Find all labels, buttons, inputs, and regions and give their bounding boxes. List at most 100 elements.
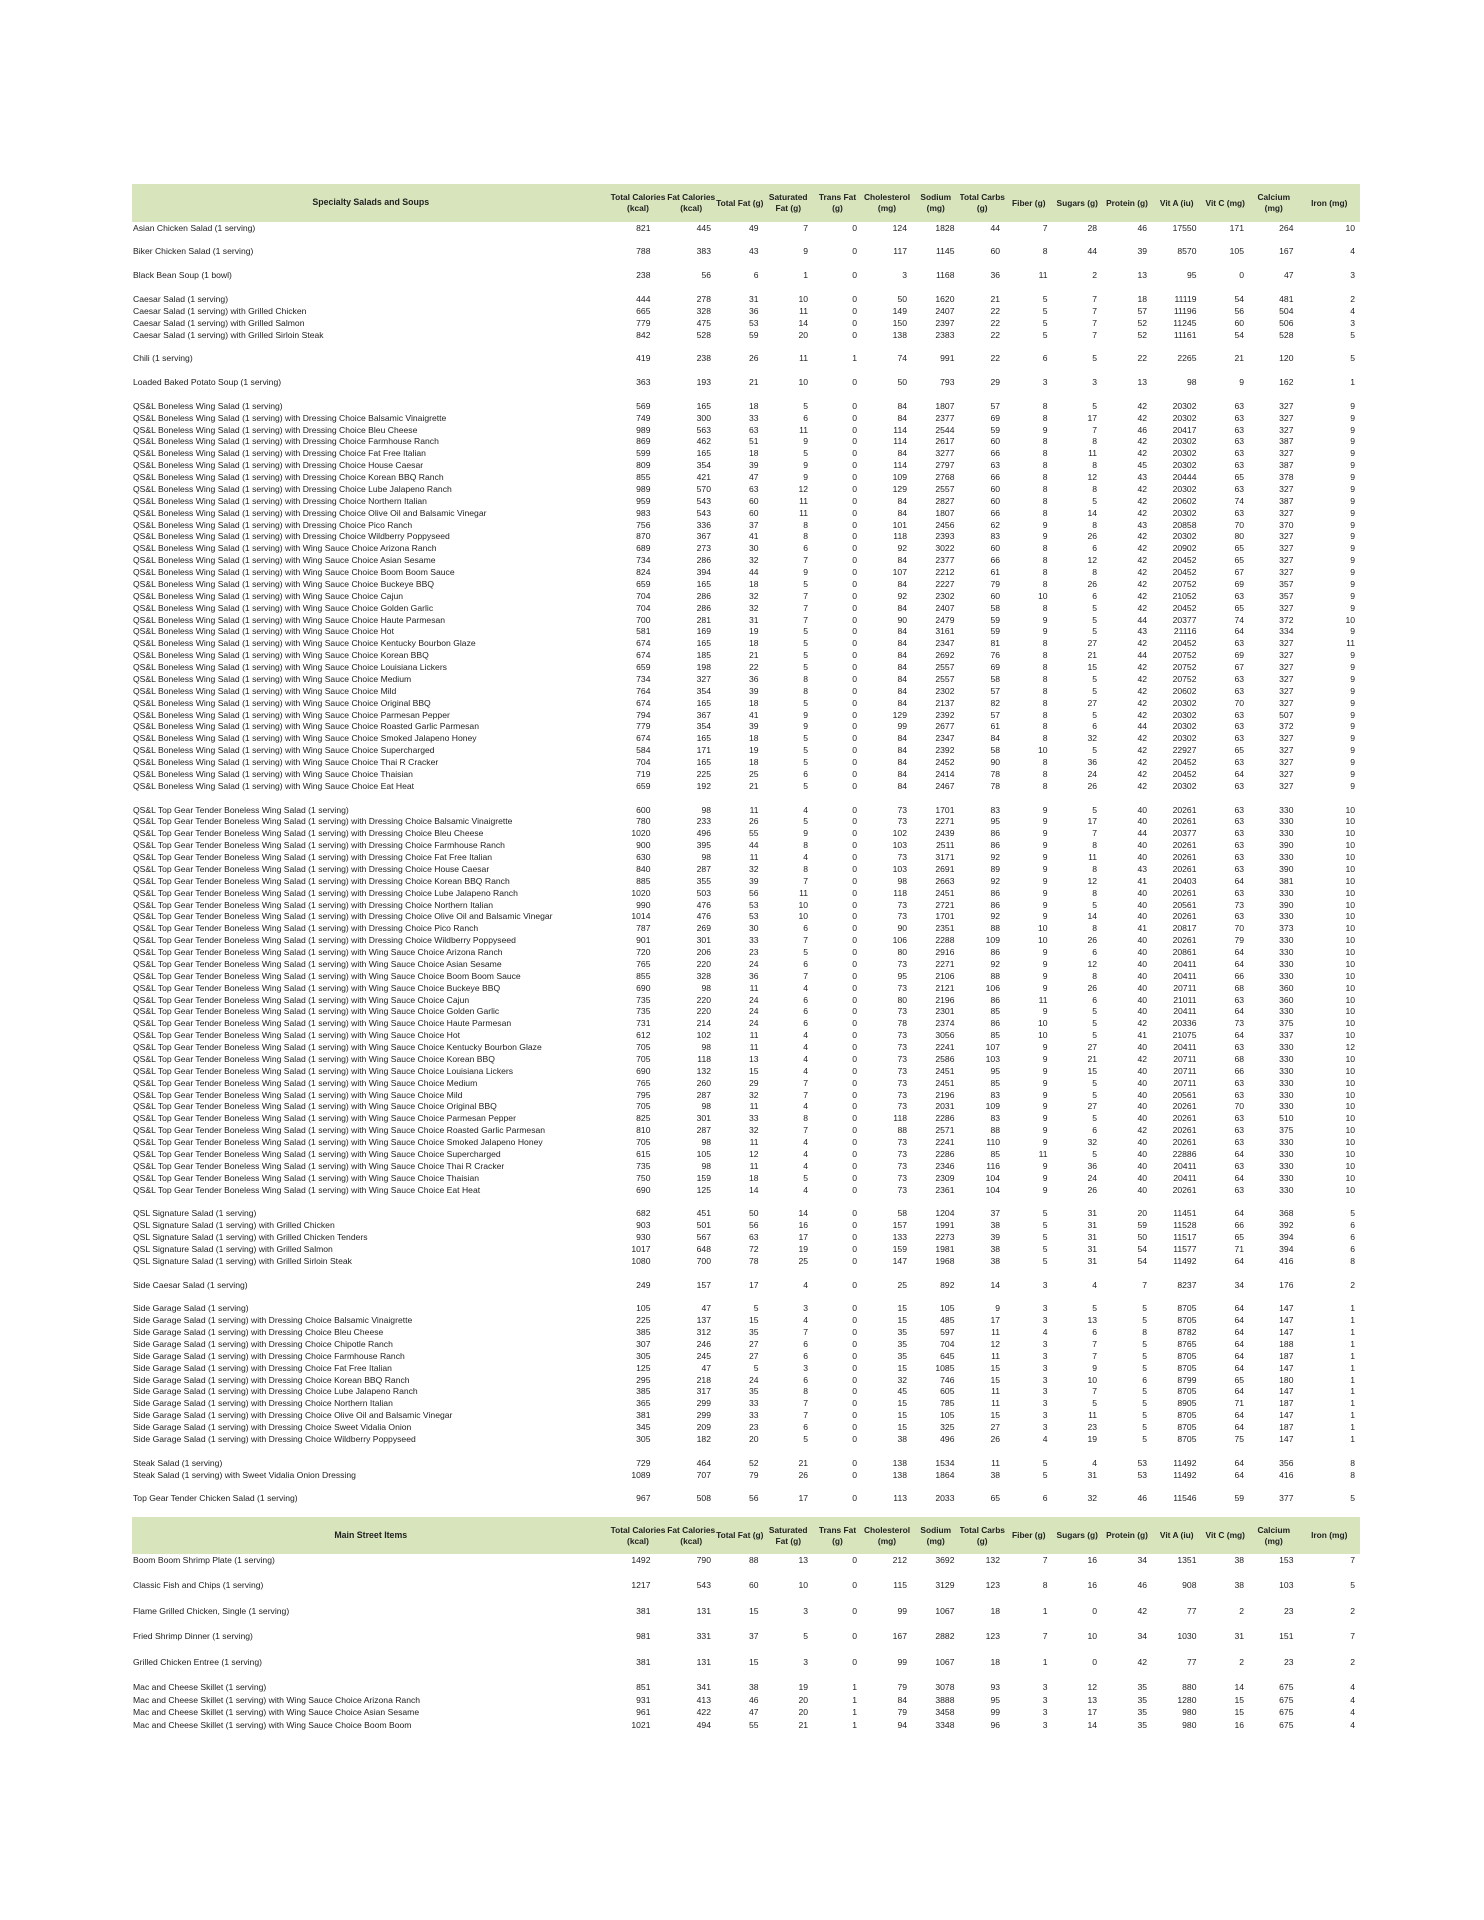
value-cell: 73 — [897, 1053, 907, 1064]
value-cell: 63 — [748, 483, 759, 494]
value-cell: 989 — [636, 483, 651, 494]
value-cell: 171 — [696, 745, 711, 756]
value-cell: 24 — [748, 1006, 759, 1017]
value-cell: 12 — [748, 1148, 759, 1159]
value-cell: 23 — [1283, 1656, 1294, 1667]
value-cell: 66 — [990, 448, 1000, 459]
value-cell: 5 — [1350, 1208, 1355, 1219]
item-name-cell: Biker Chicken Salad (1 serving) — [133, 246, 254, 257]
value-cell: 0 — [852, 1089, 857, 1100]
value-cell: 6 — [1042, 353, 1048, 364]
value-cell: 53 — [748, 317, 759, 328]
value-cell: 5 — [803, 780, 808, 791]
value-cell — [1299, 1567, 1361, 1580]
value-cell: 40 — [1137, 935, 1147, 946]
value-cell: 476 — [696, 911, 711, 922]
table-row: QSL Signature Salad (1 serving) with Gri… — [132, 1220, 1360, 1232]
table-row: QSL Signature Salad (1 serving) 682 451 50 1… — [132, 1208, 1360, 1220]
value-cell: 96 — [990, 1719, 1000, 1730]
value-cell: 5 — [1350, 1580, 1355, 1591]
value-cell: 53 — [1137, 1457, 1147, 1468]
value-cell: 810 — [636, 1125, 651, 1136]
spacer-row — [132, 365, 1360, 377]
value-cell — [912, 792, 960, 804]
value-cell: 54 — [1137, 1255, 1147, 1266]
value-cell: 0 — [852, 614, 857, 625]
value-cell: 20452 — [1172, 555, 1197, 566]
value-cell: 9 — [1042, 852, 1048, 863]
value-cell — [667, 258, 717, 270]
value-cell: 18 — [748, 448, 759, 459]
value-cell: 10 — [798, 911, 808, 922]
value-cell: 165 — [696, 638, 711, 649]
value-cell — [716, 1617, 764, 1630]
table-header: Main Street Items Total Calories (kcal) Fa… — [132, 1517, 1360, 1554]
value-cell: 0 — [852, 1101, 857, 1112]
value-cell — [862, 258, 912, 270]
value-cell — [1299, 365, 1361, 377]
value-cell: 356 — [1279, 1457, 1294, 1468]
value-cell: 10 — [1345, 935, 1355, 946]
item-name-cell: Asian Chicken Salad (1 serving) — [133, 222, 256, 233]
value-cell: 73 — [897, 982, 907, 993]
value-cell — [862, 1617, 912, 1630]
value-cell: 225 — [696, 768, 711, 779]
value-cell: 855 — [636, 472, 651, 483]
value-cell: 0 — [852, 329, 857, 340]
item-name-cell: QS&L Boneless Wing Salad (1 serving) wit… — [133, 757, 439, 768]
value-cell: 3 — [1042, 1707, 1048, 1718]
table-row: Side Garage Salad (1 serving) with Dress… — [132, 1433, 1360, 1445]
value-cell: 11517 — [1173, 1232, 1197, 1243]
value-cell: 4 — [803, 1184, 808, 1195]
value-cell: 327 — [1279, 567, 1294, 578]
value-cell: 42 — [1137, 590, 1147, 601]
value-cell: 704 — [636, 757, 651, 768]
value-cell — [1299, 1643, 1361, 1656]
value-cell: 7 — [1092, 424, 1097, 435]
value-cell: 63 — [1234, 1113, 1244, 1124]
value-cell: 3056 — [935, 1030, 955, 1041]
value-cell: 7 — [803, 1125, 808, 1136]
value-cell: 327 — [1279, 412, 1294, 423]
value-cell — [1053, 341, 1103, 353]
value-cell: 729 — [636, 1457, 651, 1468]
value-cell: 7 — [1092, 1338, 1097, 1349]
value-cell: 40 — [1137, 1065, 1147, 1076]
value-cell: 501 — [696, 1220, 711, 1231]
value-cell: 10 — [1345, 947, 1355, 958]
value-cell: 9 — [1350, 685, 1355, 696]
value-cell: 870 — [636, 531, 651, 542]
item-name-cell: QS&L Boneless Wing Salad (1 serving) wit… — [133, 590, 404, 601]
value-cell: 20452 — [1172, 768, 1197, 779]
value-cell: 18 — [990, 1656, 1000, 1667]
table-row: QS&L Boneless Wing Salad (1 serving) wit… — [132, 721, 1360, 733]
value-cell: 2346 — [935, 1160, 955, 1171]
value-cell — [716, 1445, 764, 1457]
value-cell: 65 — [1234, 472, 1244, 483]
value-cell: 0 — [852, 911, 857, 922]
value-cell: 11492 — [1173, 1255, 1197, 1266]
item-name-cell: QS&L Top Gear Tender Boneless Wing Salad… — [133, 828, 484, 839]
value-cell: 21 — [990, 293, 1000, 304]
value-cell: 68 — [1234, 1053, 1244, 1064]
value-cell: 7 — [1142, 1279, 1147, 1290]
value-cell: 9 — [1042, 1113, 1048, 1124]
value-cell: 114 — [893, 436, 907, 447]
item-name-cell: QSL Signature Salad (1 serving) with Gri… — [133, 1232, 368, 1243]
value-cell: 63 — [1234, 804, 1244, 815]
value-cell: 330 — [1279, 1148, 1294, 1159]
value-cell: 86 — [990, 1018, 1000, 1029]
table-row: QS&L Top Gear Tender Boneless Wing Salad… — [132, 1041, 1360, 1053]
value-cell: 2137 — [935, 697, 955, 708]
table-row: QS&L Boneless Wing Salad (1 serving) wit… — [132, 531, 1360, 543]
value-cell — [1102, 1267, 1152, 1279]
item-name-cell: QS&L Top Gear Tender Boneless Wing Salad… — [133, 1125, 546, 1136]
value-cell: 9 — [1042, 1125, 1048, 1136]
value-cell: 1067 — [935, 1605, 955, 1616]
value-cell: 159 — [892, 1243, 907, 1254]
value-cell — [1053, 388, 1103, 400]
value-cell: 56 — [701, 270, 711, 281]
value-cell: 354 — [696, 685, 711, 696]
value-cell: 381 — [1279, 875, 1294, 886]
table-row: QS&L Boneless Wing Salad (1 serving) wit… — [132, 471, 1360, 483]
